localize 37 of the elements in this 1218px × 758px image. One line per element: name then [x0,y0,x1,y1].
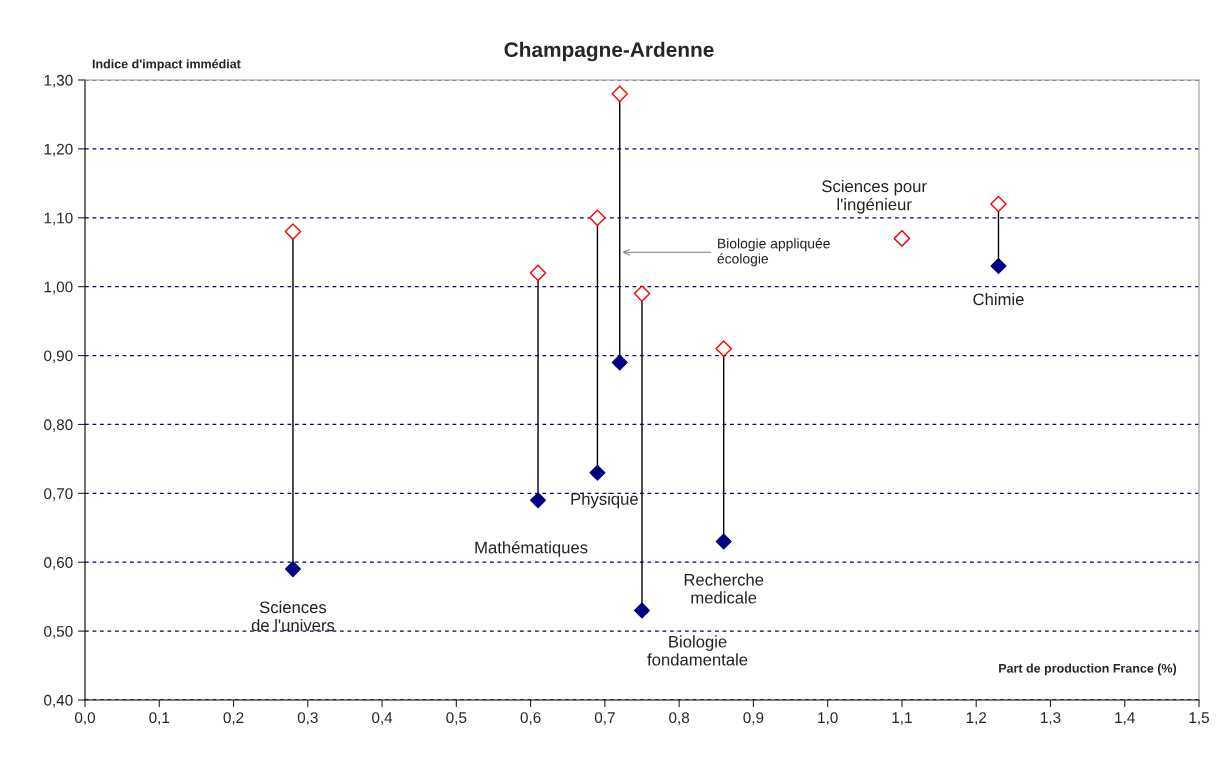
y-tick-label: 0,90 [44,350,73,364]
y-tick-label: 1,10 [44,212,73,226]
x-tick-label: 0,9 [743,712,764,725]
annotation: Physique [571,492,638,509]
x-tick-label: 1,4 [1115,712,1135,725]
x-tick-label: 0,5 [446,712,467,725]
x-tick-label: 0,4 [372,712,393,725]
x-tick-label: 1,0 [818,712,838,725]
x-tick-label: 0,8 [669,712,690,725]
annotation: Biologie appliquée écologie [717,238,830,267]
x-axis-title: Part de production France (%) [999,663,1177,676]
x-tick-label: 1,1 [892,712,912,725]
x-tick-label: 0,7 [594,712,615,725]
x-tick-label: 0,1 [149,712,170,725]
annotation: Recherche medicale [684,573,764,604]
y-tick-label: 0,60 [44,557,73,570]
x-tick-label: 1,2 [966,712,987,725]
y-tick-label: 1,30 [44,74,73,88]
annotation: Biologie fondamentale [647,635,748,666]
chart-title: Champagne-Ardenne [504,41,714,62]
x-tick-label: 1,5 [1189,712,1209,725]
y-tick-label: 0,80 [44,419,73,432]
x-tick-label: 0,0 [74,712,96,725]
y-tick-label: 1,00 [44,281,73,295]
y-tick-label: 0,40 [44,694,73,708]
x-tick-label: 0,3 [297,712,318,725]
annotation: Sciences pour l'ingénieur [822,179,927,214]
x-tick-label: 1,3 [1041,712,1061,725]
y-tick-label: 1,20 [44,143,73,157]
annotation: Sciences de l'univers [251,600,335,632]
x-tick-label: 0,6 [520,712,541,725]
x-tick-label: 0,2 [223,712,244,725]
y-tick-label: 0,50 [44,625,73,639]
y-axis-title: Indice d'impact immédiat [92,59,241,71]
annotation: Mathématiques [475,540,588,557]
y-tick-label: 0,70 [44,488,73,501]
annotation: Chimie [973,292,1024,306]
